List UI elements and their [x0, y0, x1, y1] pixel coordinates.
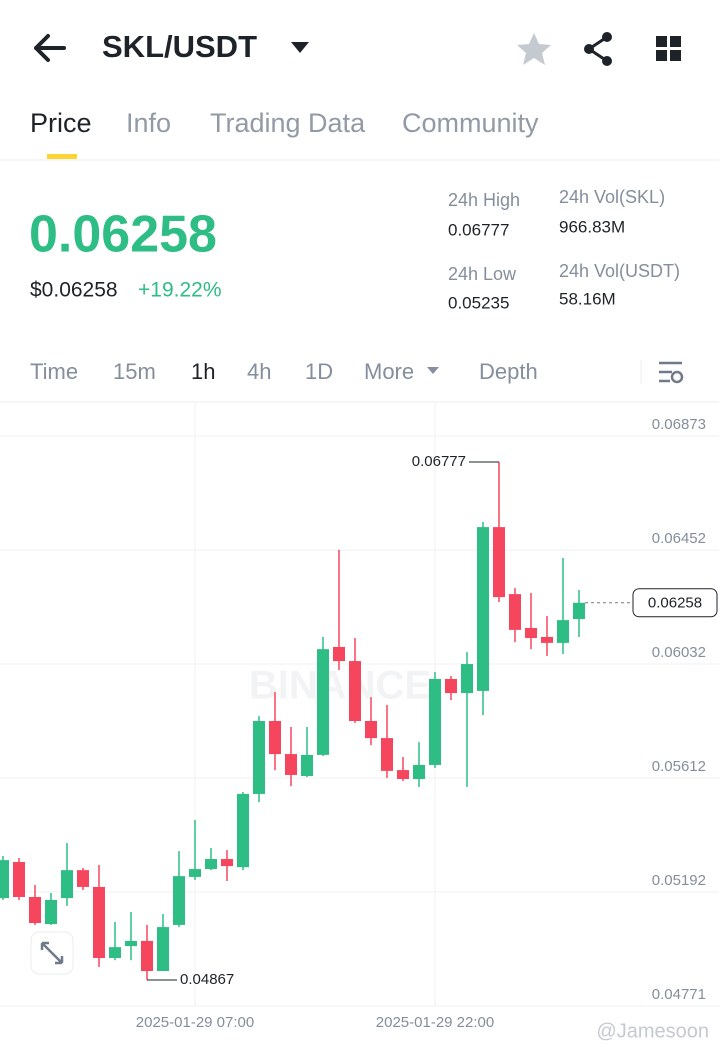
stat-label: 24h Low	[448, 264, 517, 284]
usd-price: $0.06258	[30, 279, 118, 302]
stat-label: 24h Vol(USDT)	[559, 261, 680, 281]
candle-body	[237, 793, 249, 868]
extreme-label: 0.06777	[412, 453, 466, 470]
stat-value: 966.83M	[559, 217, 625, 236]
y-tick-label: 0.06032	[652, 644, 706, 661]
candle-body	[93, 886, 105, 959]
candle-body	[429, 678, 441, 765]
candle-body	[557, 620, 569, 643]
interval[interactable]: 1D	[305, 359, 333, 384]
chart-settings[interactable]	[659, 361, 684, 384]
y-tick-label: 0.04771	[652, 986, 706, 1003]
interval[interactable]: 1h	[191, 359, 215, 384]
stat-value: 0.06777	[448, 220, 509, 239]
candlestick-chart: 0.06873 0.06452 0.06032 0.05612 0.05192 0.047…	[0, 403, 719, 1031]
tab[interactable]: Info	[126, 108, 171, 138]
tab[interactable]: Price	[30, 108, 92, 138]
candle-body	[157, 927, 169, 972]
tab[interactable]: Community	[402, 108, 539, 138]
candle-body	[397, 770, 409, 780]
candle-body	[189, 869, 201, 877]
x-tick-label: 2025-01-29 22:00	[376, 1014, 494, 1031]
candle-body	[509, 594, 521, 630]
candle-body	[477, 527, 489, 691]
extreme-label: 0.04867	[180, 971, 234, 988]
candle-body	[493, 527, 505, 598]
y-tick-label: 0.05612	[652, 758, 706, 775]
last-price-label: 0.06258	[648, 595, 702, 612]
last-price-box	[632, 588, 718, 618]
candle-body	[109, 947, 121, 959]
interval[interactable]: Depth	[479, 359, 538, 384]
expand-button[interactable]	[30, 931, 74, 975]
interval[interactable]: Time	[30, 359, 78, 384]
candle-body	[365, 721, 377, 739]
candle-body	[205, 859, 217, 870]
price-change: +19.22%	[138, 279, 222, 302]
candle-body	[253, 721, 265, 794]
interval[interactable]: 15m	[113, 359, 156, 384]
share-button[interactable]	[584, 32, 612, 66]
candle-body	[333, 646, 345, 662]
candle-body	[573, 602, 585, 620]
y-tick-label: 0.05192	[652, 872, 706, 889]
interval[interactable]: More	[364, 359, 414, 384]
candle-body	[317, 649, 329, 755]
candle-body	[45, 899, 57, 925]
x-tick-label: 2025-01-29 07:00	[136, 1014, 254, 1031]
candle-body	[61, 870, 73, 899]
candle-body	[445, 678, 457, 694]
y-tick-label: 0.06452	[652, 530, 706, 547]
candle-body	[541, 636, 553, 643]
stat-label: 24h Vol(SKL)	[559, 187, 665, 207]
candle-body	[381, 738, 393, 771]
stat-value: 58.16M	[559, 289, 616, 308]
candle-body	[13, 862, 25, 897]
candle-body	[413, 764, 425, 780]
candle-body	[173, 876, 185, 925]
watermark: BINANCE	[249, 664, 431, 708]
candle-body	[269, 721, 281, 755]
candle-body	[125, 940, 137, 947]
stat-label: 24h High	[448, 190, 520, 210]
candle-body	[461, 664, 473, 694]
pair-dropdown[interactable]	[291, 42, 309, 53]
tab-indicator	[47, 154, 77, 159]
grid-menu[interactable]	[656, 36, 681, 61]
candle-body	[285, 754, 297, 775]
candle-body	[29, 896, 41, 924]
tab[interactable]: Trading Data	[210, 108, 366, 138]
interval[interactable]: 4h	[247, 359, 271, 384]
candle-body	[301, 754, 313, 777]
candle-body	[349, 661, 361, 721]
pair-title[interactable]: SKL/USDT	[102, 29, 257, 64]
candle-body	[141, 940, 153, 972]
favorite-star[interactable]	[517, 33, 551, 65]
candle-body	[525, 627, 537, 639]
stat-value: 0.05235	[448, 293, 509, 312]
more-caret	[427, 367, 439, 374]
candle-body	[0, 860, 9, 899]
y-tick-label: 0.06873	[652, 416, 706, 433]
credit-watermark: @Jamesoon	[596, 1020, 709, 1042]
candle-body	[221, 859, 233, 867]
back-button[interactable]	[34, 34, 66, 62]
candle-body	[77, 870, 89, 887]
last-price: 0.06258	[29, 206, 217, 264]
